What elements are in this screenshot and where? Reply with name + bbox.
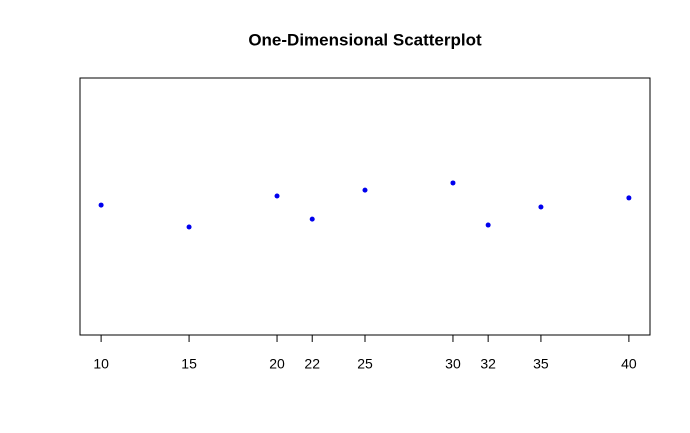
x-tick-label: 22 bbox=[304, 356, 320, 372]
x-tick-label: 35 bbox=[533, 356, 549, 372]
x-tick-label: 25 bbox=[357, 356, 373, 372]
point bbox=[538, 204, 544, 210]
plot-box bbox=[79, 77, 651, 336]
point bbox=[274, 193, 280, 199]
chart-title: One-Dimensional Scatterplot bbox=[248, 30, 482, 49]
x-tick-label: 20 bbox=[269, 356, 285, 372]
x-tick-label: 10 bbox=[93, 356, 109, 372]
point bbox=[450, 180, 456, 186]
point bbox=[186, 224, 192, 230]
x-tick-label: 40 bbox=[621, 356, 637, 372]
x-tick-label: 30 bbox=[445, 356, 461, 372]
point bbox=[362, 187, 368, 193]
point bbox=[309, 216, 315, 222]
point bbox=[626, 195, 632, 201]
x-tick-label: 32 bbox=[480, 356, 496, 372]
point bbox=[485, 222, 491, 228]
x-tick-label: 15 bbox=[181, 356, 197, 372]
point bbox=[98, 202, 104, 208]
